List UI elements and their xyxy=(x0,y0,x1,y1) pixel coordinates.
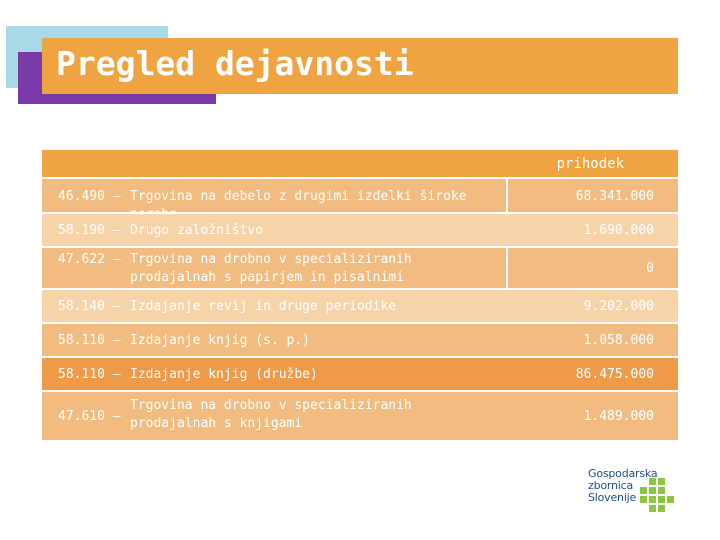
logo-line: Slovenije xyxy=(588,491,637,504)
revenue-value: 1.058.000 xyxy=(583,333,654,348)
table-row: 47.610 – Trgovina na drobno v specializi… xyxy=(42,392,678,442)
logo-line: Gospodarska xyxy=(588,467,658,480)
table-row: 58.110 – Izdajanje knjig (s. p.) 1.058.0… xyxy=(42,324,678,358)
column-header-revenue: prihodek xyxy=(556,156,624,172)
table-row: 58.190 – Drugo založništvo 1.690.000 xyxy=(42,214,678,248)
activity-code: 47.622 – xyxy=(58,252,121,267)
revenue-value: 0 xyxy=(646,261,654,276)
table-row: 58.140 – Izdajanje revij in druge period… xyxy=(42,290,678,324)
activity-code: 47.610 – xyxy=(58,409,121,424)
table-row: 58.110 – Izdajanje knjig (družbe) 86.475… xyxy=(42,358,678,392)
revenue-value: 1.690.000 xyxy=(583,223,654,238)
activity-description: Drugo založništvo xyxy=(130,223,264,238)
activity-code: 58.140 – xyxy=(58,299,121,314)
table-header-row: prihodek xyxy=(42,150,678,179)
logo-wordmark: Gospodarska zbornica Slovenije xyxy=(588,467,658,504)
activity-description: Izdajanje revij in druge periodike xyxy=(130,299,397,314)
activity-code: 58.190 – xyxy=(58,223,121,238)
activity-description: Trgovina na drobno v specializiranih pro… xyxy=(130,398,412,431)
activity-description: Izdajanje knjig (družbe) xyxy=(130,367,318,382)
column-divider xyxy=(506,248,508,288)
activity-code: 58.110 – xyxy=(58,333,121,348)
page-title: Pregled dejavnosti xyxy=(56,44,414,83)
activity-code: 46.490 – xyxy=(58,189,121,204)
table-row: 47.622 – Trgovina na drobno v specializi… xyxy=(42,248,678,303)
activity-code: 58.110 – xyxy=(58,367,121,382)
title-bar: Pregled dejavnosti xyxy=(42,38,678,94)
logo-line: zbornica xyxy=(588,479,634,492)
activity-description: Izdajanje knjig (s. p.) xyxy=(130,333,311,348)
table-row: 46.490 – Trgovina na debelo z drugimi iz… xyxy=(42,179,678,222)
revenue-value: 9.202.000 xyxy=(583,299,654,314)
column-divider xyxy=(506,179,508,212)
revenue-value: 68.341.000 xyxy=(575,189,654,204)
revenue-value: 1.489.000 xyxy=(583,409,654,424)
chamber-logo: Gospodarska zbornica Slovenije xyxy=(588,468,688,520)
activity-table: prihodek 46.490 – Trgovina na debelo z d… xyxy=(42,150,678,442)
revenue-value: 86.475.000 xyxy=(575,367,654,382)
logo-grid-icon xyxy=(640,478,674,514)
